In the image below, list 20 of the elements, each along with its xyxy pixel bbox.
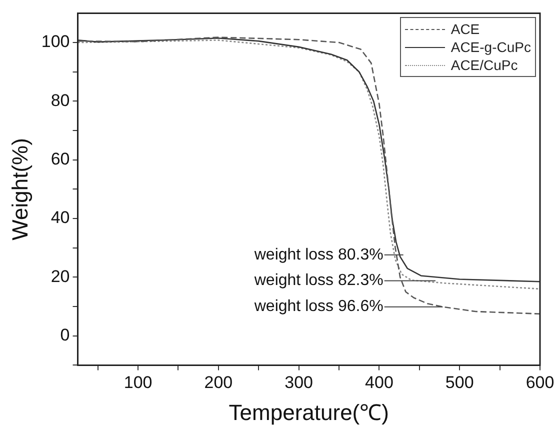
x-tick-label: 400	[365, 373, 394, 392]
annotation: weight loss 82.3%	[253, 272, 384, 290]
x-tick-label: 100	[124, 373, 152, 392]
x-axis-title: Temperature(℃)	[228, 400, 389, 425]
x-tick-label: 300	[284, 373, 314, 392]
legend-label: ACE/CuPc	[450, 57, 518, 74]
y-axis-title: Weight(%)	[7, 138, 32, 240]
x-tick-label: 200	[204, 373, 233, 392]
annotation: weight loss 80.3%	[253, 246, 384, 264]
annotation: weight loss 96.6%	[253, 298, 384, 316]
y-tick-label: 40	[50, 208, 70, 228]
y-tick-label: 60	[50, 150, 70, 169]
y-tick-label: 20	[50, 266, 70, 286]
legend-label: ACE-g-CuPc	[450, 39, 531, 56]
y-tick-label: 0	[60, 326, 70, 345]
y-tick-label: 80	[50, 90, 70, 110]
x-tick-label: 600	[526, 373, 554, 392]
legend-label: ACE	[450, 21, 480, 38]
y-tick-label: 100	[41, 32, 70, 52]
x-tick-label: 500	[445, 373, 474, 392]
